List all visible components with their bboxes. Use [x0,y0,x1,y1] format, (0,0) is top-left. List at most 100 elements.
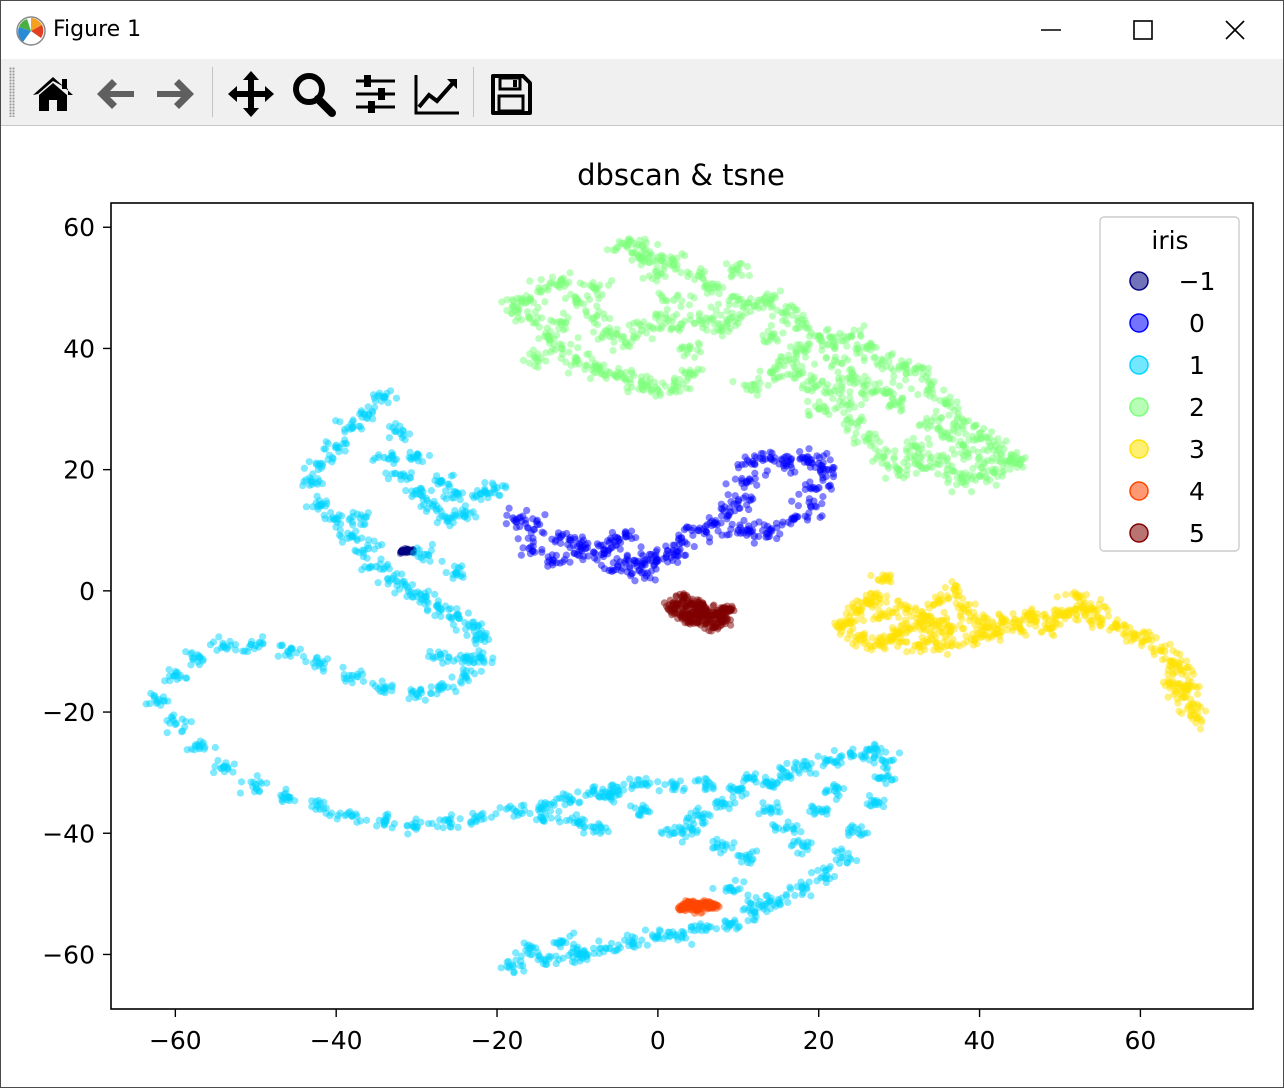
data-point [843,335,851,343]
data-point [738,474,746,483]
data-point [257,780,265,788]
data-point [750,452,759,460]
data-point [852,642,860,650]
data-point [612,329,621,338]
data-point [364,536,373,544]
data-point [526,277,534,285]
data-point [607,939,616,947]
data-point [342,677,350,685]
data-point [822,384,830,392]
data-point [529,346,537,354]
data-point [838,847,846,856]
data-point [224,765,232,773]
data-point [705,513,713,522]
data-point [889,395,897,403]
data-point [972,421,980,429]
data-point [570,549,578,557]
data-point [750,539,758,547]
data-point [676,375,684,384]
data-point [917,626,925,634]
subplots-button[interactable] [350,69,400,119]
data-point [1053,593,1061,601]
data-point [954,429,962,437]
data-point [534,363,542,371]
data-point [433,502,441,510]
data-point [370,545,378,553]
data-point [819,493,827,501]
subplots-icon [356,75,395,113]
customize-button[interactable] [411,69,461,119]
data-point [542,357,550,365]
zoom-button[interactable] [288,69,338,119]
data-point [787,842,795,850]
data-point [552,939,560,947]
save-button[interactable] [486,69,536,119]
data-point [629,940,637,948]
pan-button[interactable] [226,69,276,119]
data-point [567,340,575,348]
data-point [300,464,308,472]
home-button[interactable] [28,69,78,119]
data-point [880,389,888,397]
data-point [809,803,817,811]
data-point [795,324,803,332]
data-point [406,474,414,482]
data-point [581,365,589,374]
data-point [1052,606,1060,614]
data-point [348,679,356,687]
close-button[interactable] [1189,1,1281,59]
data-point [361,520,369,528]
data-point [738,792,746,800]
data-point [462,667,470,675]
data-point [427,683,435,691]
data-point [604,827,612,836]
data-point [776,287,785,295]
data-point [829,463,837,472]
data-point [821,874,829,882]
data-point [924,612,932,621]
data-point [360,513,368,521]
data-point [405,695,413,703]
data-point [572,811,581,819]
data-point [934,645,942,653]
data-point [721,917,729,925]
data-point [446,605,455,613]
data-point [565,348,573,356]
back-button[interactable] [90,69,140,119]
data-point [785,355,793,364]
data-point [346,808,354,816]
data-point [896,466,904,474]
data-point [731,492,739,500]
data-point [831,405,839,413]
forward-button[interactable] [151,69,201,119]
data-point [397,475,405,484]
data-point [624,342,632,350]
data-point [547,316,555,324]
data-point [794,849,802,857]
data-point [378,677,386,685]
data-point [955,441,963,449]
data-point [708,902,716,910]
data-point [930,413,939,421]
data-point [907,385,915,393]
data-point [627,570,635,578]
data-point [925,604,933,612]
data-point [433,602,441,610]
data-point [610,538,619,546]
data-point [829,394,837,403]
data-point [536,808,544,816]
data-point [603,537,612,545]
data-point [825,865,833,873]
data-point [878,459,886,467]
minimize-button[interactable] [1005,1,1097,59]
data-point [1012,615,1020,624]
data-point [728,309,736,317]
data-point [472,633,480,642]
maximize-button[interactable] [1097,1,1189,59]
data-point [166,677,174,685]
data-point [978,630,986,639]
data-point [609,346,617,355]
toolbar-grip[interactable] [9,67,15,117]
data-point [437,606,446,614]
